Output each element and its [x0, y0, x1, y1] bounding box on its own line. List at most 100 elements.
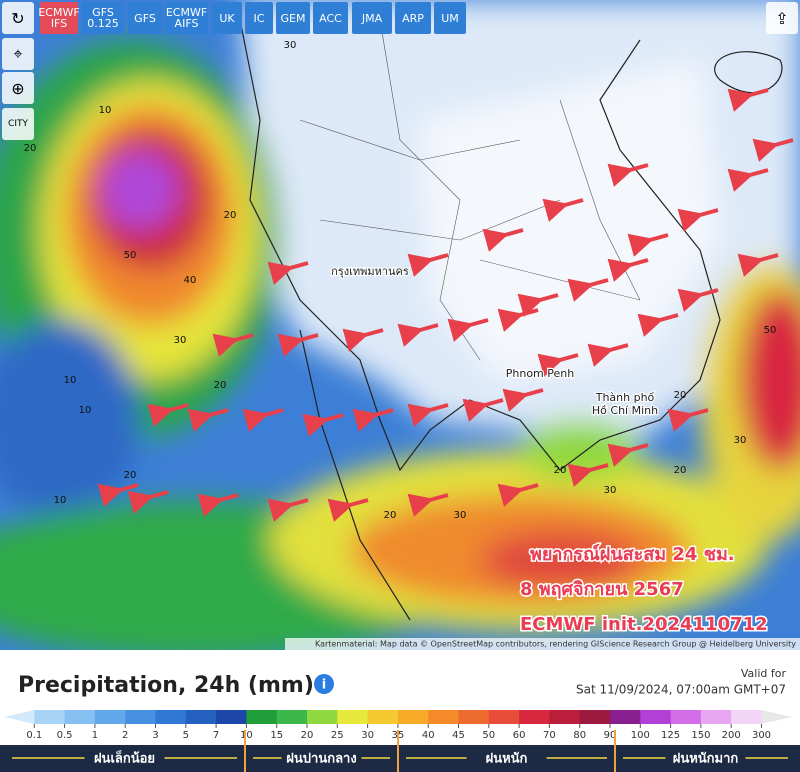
model-button[interactable]: UM — [434, 2, 466, 34]
colorbar-cell — [488, 710, 520, 724]
colorbar-label: 0.5 — [57, 730, 73, 741]
city-toggle[interactable]: CITY — [2, 108, 34, 140]
legend: Precipitation, 24h (mm) i Valid for Sat … — [0, 667, 800, 772]
attribution: Kartenmaterial: Map data © OpenStreetMap… — [315, 640, 796, 649]
info-icon[interactable] — [314, 674, 334, 694]
colorbar-cell — [34, 710, 66, 724]
colorbar-label: 1 — [92, 730, 98, 741]
model-button[interactable]: GFS 0.125 — [82, 2, 124, 34]
wind-arrow — [447, 318, 489, 342]
map-control[interactable]: ⊕ — [2, 72, 34, 104]
wind-arrow — [727, 168, 769, 192]
wind-arrow — [677, 208, 719, 232]
wind-arrow — [147, 403, 189, 427]
wind-arrow — [277, 333, 319, 357]
colorbar-label: 10 — [240, 730, 253, 741]
contour-label: 50 — [764, 325, 777, 336]
wind-arrow — [607, 163, 649, 187]
wind-arrow — [587, 343, 629, 367]
model-button[interactable]: ACC — [313, 2, 348, 34]
model-button[interactable]: ARP — [395, 2, 431, 34]
colorbar-label: 20 — [301, 730, 314, 741]
contour-label: 30 — [284, 40, 297, 51]
valid-label: Valid for — [741, 667, 787, 680]
model-button[interactable]: GFS — [128, 2, 162, 34]
wind-arrow — [607, 443, 649, 467]
contour-label: 30 — [604, 485, 617, 496]
wind-arrow — [482, 228, 524, 252]
colorbar-cell — [458, 710, 490, 724]
category-label: ฝนเล็กน้อย — [94, 749, 155, 767]
colorbar-label: 150 — [691, 730, 710, 741]
contour-label: 10 — [54, 495, 67, 506]
overlay-text: ECMWF init.2024110712 — [520, 614, 768, 635]
contour-label: 10 — [64, 375, 77, 386]
category-label: ฝนหนักมาก — [673, 752, 739, 767]
colorbar-cell — [700, 710, 732, 724]
contour-label: 30 — [734, 435, 747, 446]
overlay-text: 8 พฤศจิกายน 2567 — [520, 579, 684, 600]
category-bg — [665, 748, 746, 768]
contour-label: 20 — [384, 510, 397, 521]
model-button[interactable]: ECMWF IFS — [38, 2, 80, 34]
wind-arrow — [97, 483, 139, 507]
model-button[interactable]: IC — [245, 2, 273, 34]
wind-arrow — [397, 323, 439, 347]
contour-label: 10 — [99, 105, 112, 116]
wind-arrow — [677, 288, 719, 312]
category-label: ฝนหนัก — [486, 752, 528, 767]
colorbar-label: 80 — [573, 730, 586, 741]
wind-arrow — [727, 88, 769, 112]
wind-arrow — [242, 408, 284, 432]
place-label: Hồ Chí Minh — [592, 404, 658, 417]
colorbar-label: 25 — [331, 730, 344, 741]
colorbar-cell — [549, 710, 581, 724]
contour-label: 20 — [674, 465, 687, 476]
valid-time: Sat 11/09/2024, 07:00am GMT+07 — [576, 683, 786, 697]
contour-label: 20 — [214, 380, 227, 391]
wind-arrow — [267, 498, 309, 522]
colorbar-cell — [246, 710, 278, 724]
model-button[interactable]: UK — [212, 2, 242, 34]
model-button[interactable]: JMA — [352, 2, 392, 34]
category-bg — [466, 748, 547, 768]
wind-arrow — [567, 463, 609, 487]
map-control[interactable]: ↻ — [2, 2, 34, 34]
colorbar-cell — [519, 710, 550, 724]
colorbar-label: 125 — [661, 730, 680, 741]
legend-title: Precipitation, 24h (mm) — [18, 673, 314, 698]
map-control[interactable]: ⌖ — [2, 38, 34, 70]
colorbar-label: 100 — [631, 730, 650, 741]
contour-label: 20 — [224, 210, 237, 221]
colorbar-label: 70 — [543, 730, 556, 741]
colorbar-label: 30 — [361, 730, 374, 741]
colorbar-cell — [125, 710, 156, 724]
wind-arrow — [267, 261, 309, 285]
colorbar-cell — [428, 710, 459, 724]
colorbar-cell — [276, 710, 308, 724]
place-label: Phnom Penh — [506, 367, 574, 380]
category-bg — [281, 748, 362, 768]
model-button[interactable]: ECMWF AIFS — [165, 2, 208, 34]
contour-label: 50 — [124, 250, 137, 261]
wind-arrow — [737, 253, 779, 277]
colorbar-label: 3 — [152, 730, 158, 741]
colorbar-cell — [307, 710, 338, 724]
wind-arrow — [627, 233, 669, 257]
wind-arrow — [212, 333, 254, 357]
contour-label: 20 — [554, 465, 567, 476]
model-button[interactable]: GEM — [276, 2, 310, 34]
colorbar-cell — [4, 710, 35, 724]
wind-arrow — [667, 408, 709, 432]
borders — [299, 19, 641, 361]
wind-arrow — [327, 498, 369, 522]
wind-arrow — [127, 490, 169, 514]
category-bg — [84, 748, 165, 768]
wind-arrow — [752, 138, 794, 162]
share-button[interactable]: ⇪ — [766, 2, 798, 34]
colorbar-label: 5 — [183, 730, 189, 741]
place-label: Thành phố — [595, 391, 655, 404]
colorbar-cell — [579, 710, 611, 724]
wind-arrow — [542, 198, 584, 222]
